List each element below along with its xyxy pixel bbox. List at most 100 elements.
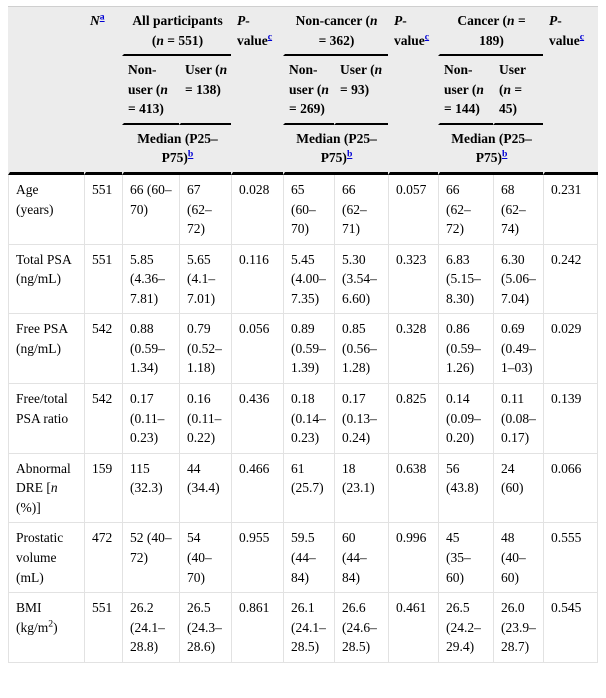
footnote-link-b[interactable]: b [501,148,508,160]
p-value-cell: 0.996 [388,523,439,594]
p-value-cell: 0.638 [388,453,439,524]
p-value-cell: 0.057 [388,174,439,245]
median-cell: 0.18 (0.14–0.23) [283,384,335,454]
median-header-cancer: Median (P25–P75)b [438,124,544,175]
p-value-cell: 0.139 [543,384,599,454]
median-cell: 5.85 (4.36–7.81) [122,244,179,315]
footnote-link-a[interactable]: a [99,11,105,23]
median-cell: 0.17 (0.11–0.23) [122,384,179,454]
median-cell: 26.5 (24.2–29.4) [438,593,494,663]
header-row-median: Median (P25–P75)b Median (P25–P75)b Medi… [8,124,598,175]
n-cell: 551 [84,593,122,663]
table-row-prostatic-volume: Prostatic volume (mL) 472 52 (40–72) 54 … [8,523,599,594]
median-cell: 68 (62–74) [493,174,544,245]
median-cell: 115 (32.3) [122,453,179,524]
median-cell: 24 (60) [493,453,544,524]
footnote-link-c[interactable]: c [267,31,273,43]
col-header-cancer-user: User (n = 45) [493,56,544,125]
table-row-total-psa: Total PSA (ng/mL) 551 5.85 (4.36–7.81) 5… [8,244,599,315]
p-value-cell: 0.545 [543,593,599,663]
col-header-all-participants: All participants (n = 551) [122,7,232,57]
col-header-noncancer-nonuser: Non-user (n = 269) [283,56,335,125]
table-body: Age (years) 551 66 (60–70) 67 (62–72) 0.… [8,174,599,663]
col-header-all-nonuser: Non-user (n = 413) [122,56,179,125]
footnote-link-b[interactable]: b [187,148,194,160]
p-value-cell: 0.066 [543,453,599,524]
p-value-cell: 0.461 [388,593,439,663]
median-cell: 0.69 (0.49–1–03) [493,314,544,384]
n-label: N [90,13,100,28]
row-label: Free/total PSA ratio [8,384,84,454]
p-value-cell: 0.029 [543,314,599,384]
header-row-groups: Na All participants (n = 551) P-valuec N… [8,7,599,175]
median-cell: 26.0 (23.9–28.7) [493,593,544,663]
median-cell: 6.30 (5.06–7.04) [493,244,544,315]
p-value-cell: 0.555 [543,523,599,594]
table-row-abnormal-dre: Abnormal DRE [n (%)] 159 115 (32.3) 44 (… [8,453,599,524]
footnote-link-c[interactable]: c [424,31,430,43]
col-header-cancer: Cancer (n = 189) [438,7,544,57]
median-cell: 18 (23.1) [334,453,389,524]
table-container: Na All participants (n = 551) P-valuec N… [8,6,599,663]
p-value-cell: 0.466 [231,453,284,524]
p-value-cell: 0.436 [231,384,284,454]
median-cell: 26.6 (24.6–28.5) [334,593,389,663]
col-header-n: Na [84,7,122,175]
col-header-cancer-nonuser: Non-user (n = 144) [438,56,494,125]
p-value-cell: 0.242 [543,244,599,315]
median-cell: 60 (44–84) [334,523,389,594]
table-row-free-total-ratio: Free/total PSA ratio 542 0.17 (0.11–0.23… [8,384,599,454]
median-cell: 59.5 (44–84) [283,523,335,594]
median-cell: 0.85 (0.56–1.28) [334,314,389,384]
table-row-bmi: BMI (kg/m2) 551 26.2 (24.1–28.8) 26.5 (2… [8,593,599,663]
n-cell: 542 [84,314,122,384]
row-label: BMI (kg/m2) [8,593,84,663]
median-cell: 44 (34.4) [179,453,232,524]
col-header-noncancer-user: User (n = 93) [334,56,389,125]
p-value-cell: 0.028 [231,174,284,245]
footnote-link-b[interactable]: b [346,148,353,160]
median-cell: 0.16 (0.11–0.22) [179,384,232,454]
median-cell: 66 (60–70) [122,174,179,245]
median-cell: 26.1 (24.1–28.5) [283,593,335,663]
median-cell: 56 (43.8) [438,453,494,524]
median-cell: 66 (62–71) [334,174,389,245]
row-label: Abnormal DRE [n (%)] [8,453,84,524]
p-value-cell: 0.955 [231,523,284,594]
col-header-all-user: User (n = 138) [179,56,232,125]
median-cell: 0.17 (0.13–0.24) [334,384,389,454]
row-label: Free PSA (ng/mL) [8,314,84,384]
n-cell: 159 [84,453,122,524]
p-value-cell: 0.056 [231,314,284,384]
empty-corner-cell [8,7,84,175]
median-cell: 0.89 (0.59–1.39) [283,314,335,384]
table-row-age: Age (years) 551 66 (60–70) 67 (62–72) 0.… [8,174,599,245]
p-value-cell: 0.323 [388,244,439,315]
p-value-cell: 0.861 [231,593,284,663]
median-cell: 48 (40–60) [493,523,544,594]
median-cell: 45 (35–60) [438,523,494,594]
n-cell: 542 [84,384,122,454]
characteristics-table: Na All participants (n = 551) P-valuec N… [8,6,599,663]
median-cell: 6.83 (5.15–8.30) [438,244,494,315]
p-value-cell: 0.116 [231,244,284,315]
row-label: Age (years) [8,174,84,245]
median-cell: 0.86 (0.59–1.26) [438,314,494,384]
header-row-subgroups: Non-user (n = 413) User (n = 138) Non-us… [8,56,598,125]
n-cell: 551 [84,244,122,315]
median-cell: 26.5 (24.3–28.6) [179,593,232,663]
col-header-p-value-all: P-valuec [231,7,284,175]
n-cell: 472 [84,523,122,594]
median-cell: 0.14 (0.09–0.20) [438,384,494,454]
median-cell: 66 (62–72) [438,174,494,245]
median-cell: 0.79 (0.52–1.18) [179,314,232,384]
table-header: Na All participants (n = 551) P-valuec N… [8,7,599,175]
median-cell: 0.88 (0.59–1.34) [122,314,179,384]
col-header-p-value-cancer: P-valuec [543,7,599,175]
p-value-cell: 0.231 [543,174,599,245]
median-cell: 65 (60–70) [283,174,335,245]
median-cell: 61 (25.7) [283,453,335,524]
footnote-link-c[interactable]: c [579,31,585,43]
median-header-all: Median (P25–P75)b [122,124,232,175]
table-row-free-psa: Free PSA (ng/mL) 542 0.88 (0.59–1.34) 0.… [8,314,599,384]
